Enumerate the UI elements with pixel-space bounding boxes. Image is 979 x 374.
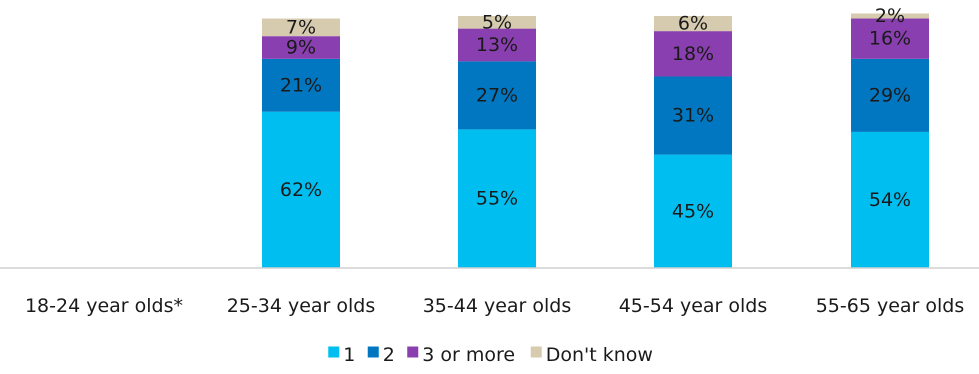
legend-label: Don't know — [546, 344, 653, 366]
data-label: 27% — [476, 84, 518, 106]
category-label: 45-54 year olds — [619, 295, 768, 317]
category-labels: 18-24 year olds* 25-34 year olds 35-44 yea… — [25, 295, 964, 317]
bar-segment-3-or-more — [851, 18, 929, 59]
bar-segment-2 — [262, 58, 340, 112]
legend-swatch — [407, 346, 419, 358]
data-label: 55% — [476, 188, 518, 210]
data-label: 9% — [286, 37, 316, 59]
legend-swatch — [328, 346, 340, 358]
data-label: 16% — [869, 28, 911, 50]
legend-item-2: 2 — [367, 344, 395, 366]
bar-segment-1 — [654, 154, 732, 268]
legend: 1 2 3 or more Don't know — [328, 344, 653, 366]
legend-label: 2 — [383, 344, 395, 366]
data-label: 7% — [286, 16, 316, 38]
data-label: 29% — [869, 84, 911, 106]
data-label: 21% — [280, 74, 322, 96]
bar-segment-1 — [851, 131, 929, 268]
bar-55-65-year-olds: 54% 29% 16%2% — [851, 5, 929, 268]
bar-segment-3-or-more — [654, 31, 732, 77]
data-label: 62% — [280, 179, 322, 201]
bar-segment-don-t-know — [654, 16, 732, 32]
data-label: 2% — [875, 5, 905, 27]
bars-layer: 62% 21% 9%7% 55% 27% 13%5% 45% 31% 18% 6% 54% 29% 16… — [262, 5, 929, 268]
data-label: 6% — [678, 13, 708, 35]
bar-segment-2 — [458, 61, 536, 130]
bar-25-34-year-olds: 62% 21% 9%7% — [262, 16, 340, 268]
data-label: 5% — [482, 11, 512, 33]
bar-segment-2 — [654, 76, 732, 155]
legend-label: 1 — [343, 344, 355, 366]
bar-segment-1 — [262, 111, 340, 268]
bar-segment-1 — [458, 129, 536, 268]
bar-35-44-year-olds: 55% 27% 13%5% — [458, 11, 536, 268]
bar-segment-2 — [851, 58, 929, 132]
legend-item-don-t-know: Don't know — [530, 344, 653, 366]
data-label: 18% — [672, 43, 714, 65]
bar-segment-don-t-know — [851, 13, 929, 19]
bar-segment-don-t-know — [262, 18, 340, 37]
data-label: 31% — [672, 105, 714, 127]
legend-item-3-or-more: 3 or more — [407, 344, 515, 366]
category-label: 25-34 year olds — [227, 295, 376, 317]
legend-swatch — [367, 346, 379, 358]
bar-45-54-year-olds: 45% 31% 18% 6% — [654, 13, 732, 268]
category-label: 55-65 year olds — [816, 295, 965, 317]
data-label: 45% — [672, 200, 714, 222]
category-label: 35-44 year olds — [423, 295, 572, 317]
category-label: 18-24 year olds* — [25, 295, 183, 317]
bar-segment-3-or-more — [262, 36, 340, 59]
data-label: 54% — [869, 189, 911, 211]
legend-item-1: 1 — [328, 344, 355, 366]
bar-segment-don-t-know — [458, 16, 536, 29]
data-label: 13% — [476, 34, 518, 56]
legend-swatch — [530, 346, 542, 358]
legend-label: 3 or more — [422, 344, 515, 366]
bar-segment-3-or-more — [458, 28, 536, 62]
